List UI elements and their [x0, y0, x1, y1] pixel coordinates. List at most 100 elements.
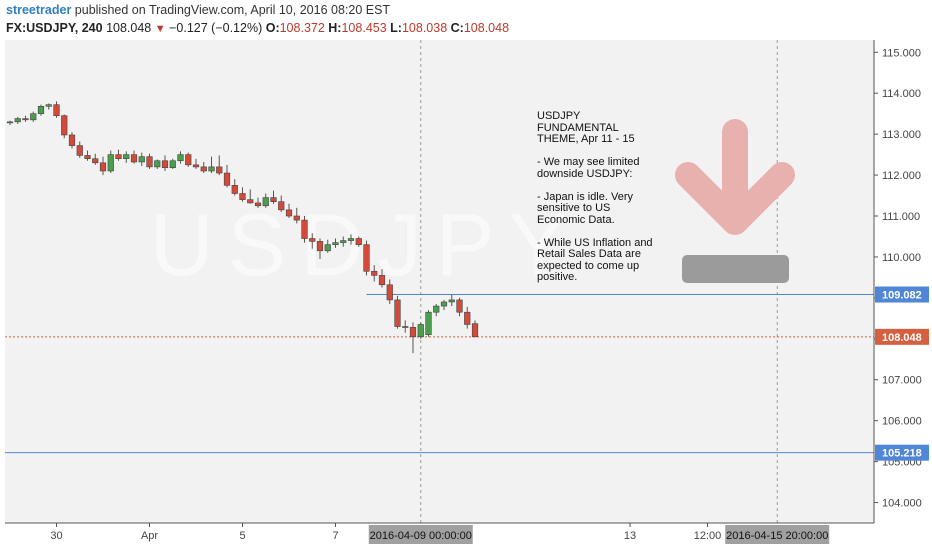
price-change: −0.127 (−0.12%)	[169, 21, 263, 35]
candle-body[interactable]	[247, 199, 254, 204]
candle-body[interactable]	[68, 134, 76, 146]
candle-body[interactable]	[440, 301, 448, 307]
candle-body[interactable]	[154, 160, 161, 168]
candle-body[interactable]	[254, 202, 262, 207]
candle-body[interactable]	[378, 275, 386, 286]
candle-body[interactable]	[402, 326, 409, 328]
time-marker-label: 2016-04-15 20:00:00	[726, 530, 828, 542]
level-price-tag-label: 105.218	[882, 448, 922, 460]
time-tick-label: 5	[239, 530, 245, 542]
candle-body[interactable]	[417, 324, 424, 338]
candle-body[interactable]	[22, 118, 29, 121]
candle-body[interactable]	[425, 311, 432, 336]
time-tick-label: 7	[332, 530, 338, 542]
candle-body[interactable]	[45, 104, 52, 107]
candle-body[interactable]	[409, 327, 417, 338]
symbol-label: FX:USDJPY, 240	[6, 21, 103, 35]
publisher-link[interactable]: streetrader	[6, 3, 72, 17]
low-label: L:	[390, 21, 402, 35]
down-triangle-icon: ▼	[154, 23, 166, 35]
candle-body[interactable]	[285, 209, 293, 217]
price-tick-label: 114.000	[882, 88, 921, 100]
candle-body[interactable]	[324, 244, 331, 252]
publish-line: streetrader published on TradingView.com…	[6, 3, 390, 17]
candle-body[interactable]	[386, 284, 393, 301]
candle-body[interactable]	[216, 166, 223, 174]
candle-body[interactable]	[301, 219, 308, 239]
candle-body[interactable]	[316, 241, 324, 252]
time-tick-label: Apr	[141, 530, 158, 542]
candle-body[interactable]	[61, 115, 68, 136]
candle-body[interactable]	[231, 185, 238, 194]
price-tick-label: 107.000	[882, 375, 922, 387]
candle-body[interactable]	[270, 197, 277, 202]
candle-body[interactable]	[262, 197, 269, 207]
candle-body[interactable]	[355, 238, 362, 245]
candle-body[interactable]	[177, 154, 184, 162]
candle-body[interactable]	[448, 299, 455, 303]
last-price-tag	[875, 328, 929, 345]
candle-body[interactable]	[84, 155, 91, 160]
last-price: 108.048	[106, 21, 152, 35]
candle-body[interactable]	[347, 238, 355, 241]
time-marker-label: 2016-04-09 00:00:00	[370, 530, 472, 542]
open-label: O:	[265, 21, 280, 35]
candle-body[interactable]	[53, 104, 60, 117]
price-axis[interactable]	[874, 40, 932, 523]
candle-body[interactable]	[14, 118, 21, 123]
candle-body[interactable]	[340, 240, 347, 243]
candle-body[interactable]	[92, 158, 99, 164]
fundamental-annotation[interactable]: USDJPY FUNDAMENTAL THEME, Apr 11 - 15 - …	[537, 110, 653, 283]
time-tick-label: 12:00	[694, 530, 722, 542]
candle-body[interactable]	[130, 154, 138, 163]
candle-body[interactable]	[223, 172, 231, 186]
candle-body[interactable]	[185, 154, 192, 166]
candle-body[interactable]	[239, 193, 246, 200]
candle-body[interactable]	[161, 160, 169, 169]
candle-body[interactable]	[192, 164, 200, 168]
candle-body[interactable]	[208, 166, 215, 172]
price-tick-label: 110.000	[882, 252, 921, 264]
price-tick-label: 113.000	[882, 129, 921, 141]
candle-body[interactable]	[123, 154, 130, 160]
time-tick-label: 13	[624, 530, 636, 542]
price-tick-label: 111.000	[882, 211, 920, 223]
candle-body[interactable]	[293, 215, 300, 221]
ohlc-line: FX:USDJPY, 240 108.048 ▼ −0.127 (−0.12%)…	[6, 21, 509, 35]
candle-body[interactable]	[309, 238, 316, 242]
price-tick-label: 104.000	[882, 498, 922, 510]
candle-body[interactable]	[37, 106, 45, 114]
price-tick-label: 106.000	[882, 416, 922, 428]
candle-body[interactable]	[99, 162, 107, 172]
candle-body[interactable]	[200, 166, 207, 172]
candle-body[interactable]	[30, 113, 37, 121]
candle-body[interactable]	[146, 156, 153, 168]
candle-body[interactable]	[371, 270, 378, 276]
candle-body[interactable]	[115, 154, 122, 160]
level-price-tag-label: 109.082	[882, 290, 922, 302]
time-marker-tag	[725, 525, 830, 544]
time-tick-label: 30	[50, 530, 62, 542]
time-marker-tag	[368, 525, 473, 544]
level-price-tag	[875, 444, 929, 461]
publish-text: published on TradingView.com, April 10, …	[71, 3, 391, 17]
candle-body[interactable]	[471, 323, 479, 338]
candle-body[interactable]	[433, 305, 440, 313]
candle-body[interactable]	[332, 242, 339, 245]
candle-body[interactable]	[76, 145, 83, 156]
price-tick-label: 115.000	[882, 47, 921, 59]
candle-body[interactable]	[464, 311, 471, 325]
close-value: 108.048	[463, 21, 510, 35]
down-arrow-icon	[675, 119, 795, 235]
candle-body[interactable]	[6, 121, 14, 124]
low-value: 108.038	[401, 21, 448, 35]
candle-body[interactable]	[278, 201, 285, 211]
candle-body[interactable]	[456, 299, 463, 313]
candle-body[interactable]	[169, 160, 176, 169]
candle-body[interactable]	[138, 156, 145, 163]
candle-body[interactable]	[394, 299, 401, 327]
candle-body[interactable]	[107, 154, 114, 172]
close-label: C:	[450, 21, 464, 35]
candle-body[interactable]	[363, 244, 370, 272]
